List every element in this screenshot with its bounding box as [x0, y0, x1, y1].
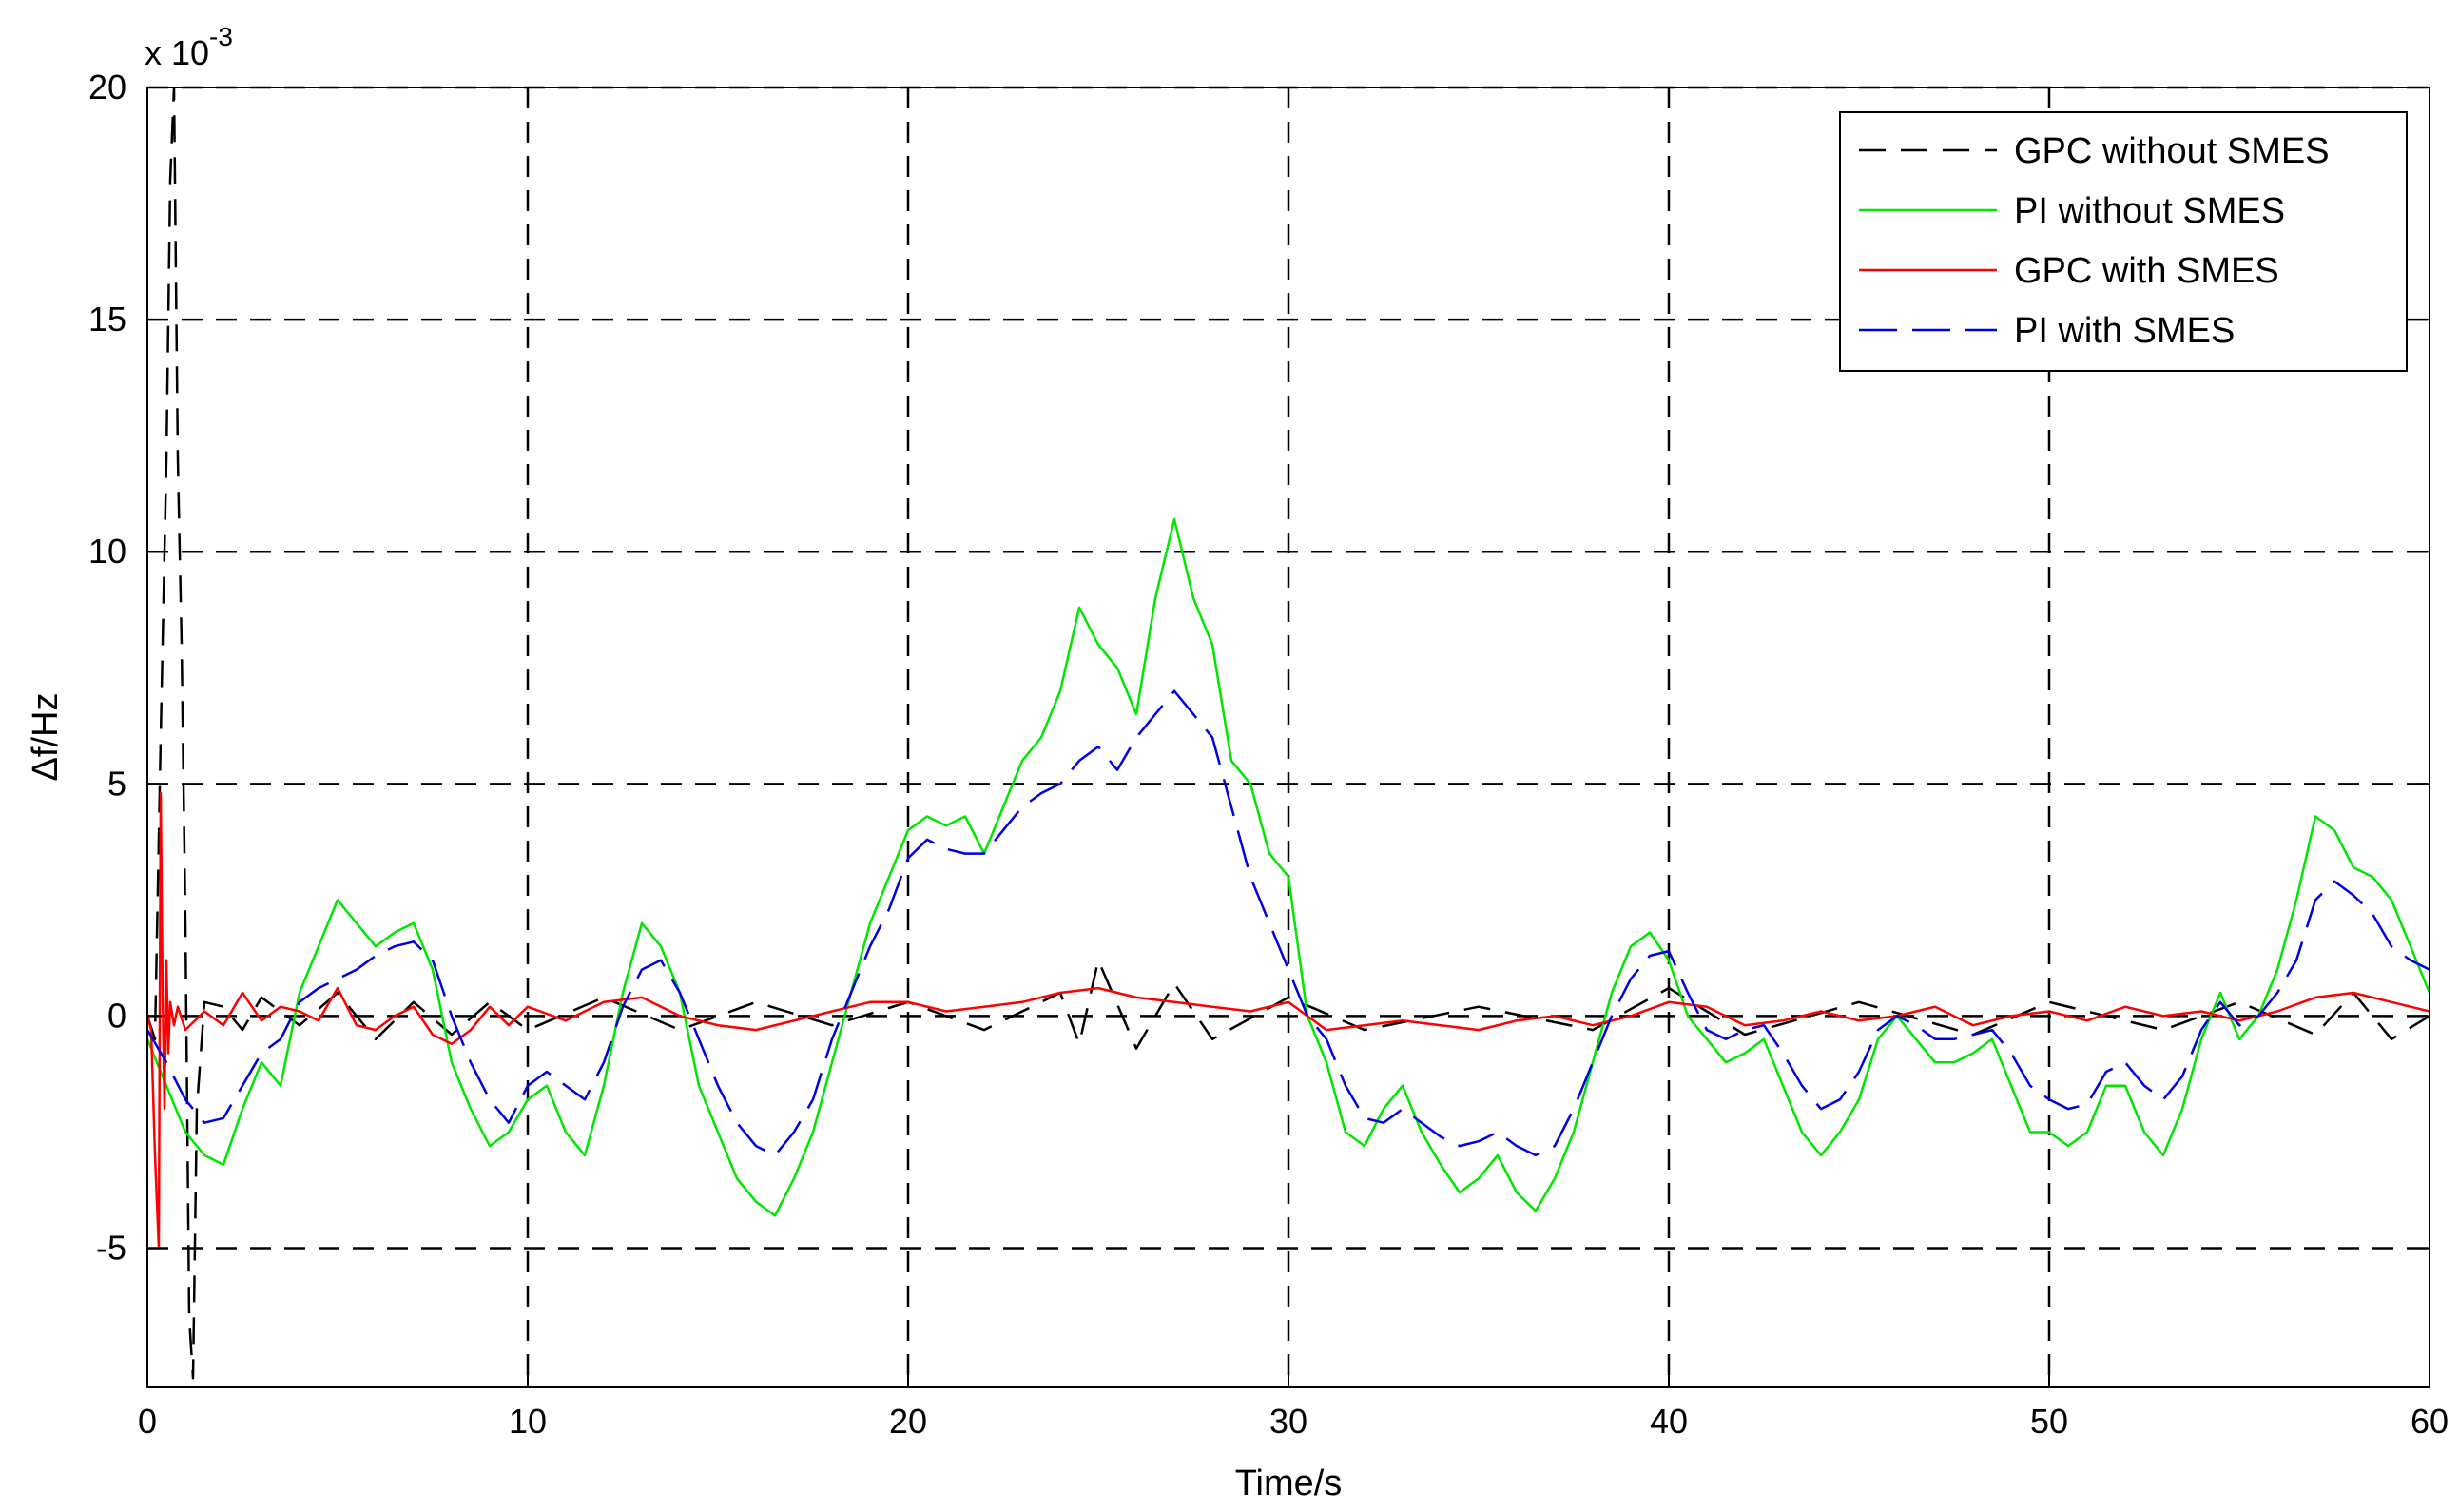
y-tick-label-5: 20: [88, 68, 126, 107]
x-tick-label-0: 0: [138, 1402, 157, 1441]
series-line-pi-with-smes: [147, 689, 2430, 1157]
y-tick-label-0: -5: [96, 1229, 126, 1268]
x-tick-label-3: 30: [1269, 1402, 1307, 1441]
legend-label-gpc-without-smes: GPC without SMES: [2014, 131, 2330, 171]
x-tick-label-5: 50: [2030, 1402, 2068, 1441]
legend-label-pi-with-smes: PI with SMES: [2014, 311, 2235, 351]
legend-label-gpc-with-smes: GPC with SMES: [2014, 251, 2279, 291]
x-tick-label-2: 20: [889, 1402, 927, 1441]
x-tick-label-6: 60: [2411, 1402, 2449, 1441]
y-tick-label-4: 15: [88, 300, 126, 339]
x-axis-label: Time/s: [1235, 1464, 1343, 1503]
y-tick-label-2: 5: [107, 764, 126, 803]
y-tick-label-3: 10: [88, 532, 126, 571]
x-tick-label-1: 10: [509, 1402, 547, 1441]
legend-box: [1839, 111, 2408, 372]
series-line-pi-without-smes: [147, 517, 2430, 1217]
x-tick-label-4: 40: [1650, 1402, 1688, 1441]
legend-label-pi-without-smes: PI without SMES: [2014, 191, 2285, 231]
y-multiplier-exponent: -3: [209, 22, 233, 51]
legend: GPC without SMES PI without SMES GPC with …: [1839, 111, 2408, 372]
series-line-gpc-with-smes: [147, 791, 2430, 1250]
tick-labels-layer: 0 10 20 30 40 50 60 -5 0 5 10 15 20: [88, 68, 2449, 1441]
y-axis-label: Δf/Hz: [26, 693, 66, 782]
series-layer: [147, 87, 2430, 1380]
ticks-layer: [146, 87, 2430, 1387]
y-multiplier-base: x 10: [145, 33, 209, 72]
y-multiplier-label: x 10-3: [145, 22, 233, 72]
y-tick-label-1: 0: [107, 996, 126, 1035]
